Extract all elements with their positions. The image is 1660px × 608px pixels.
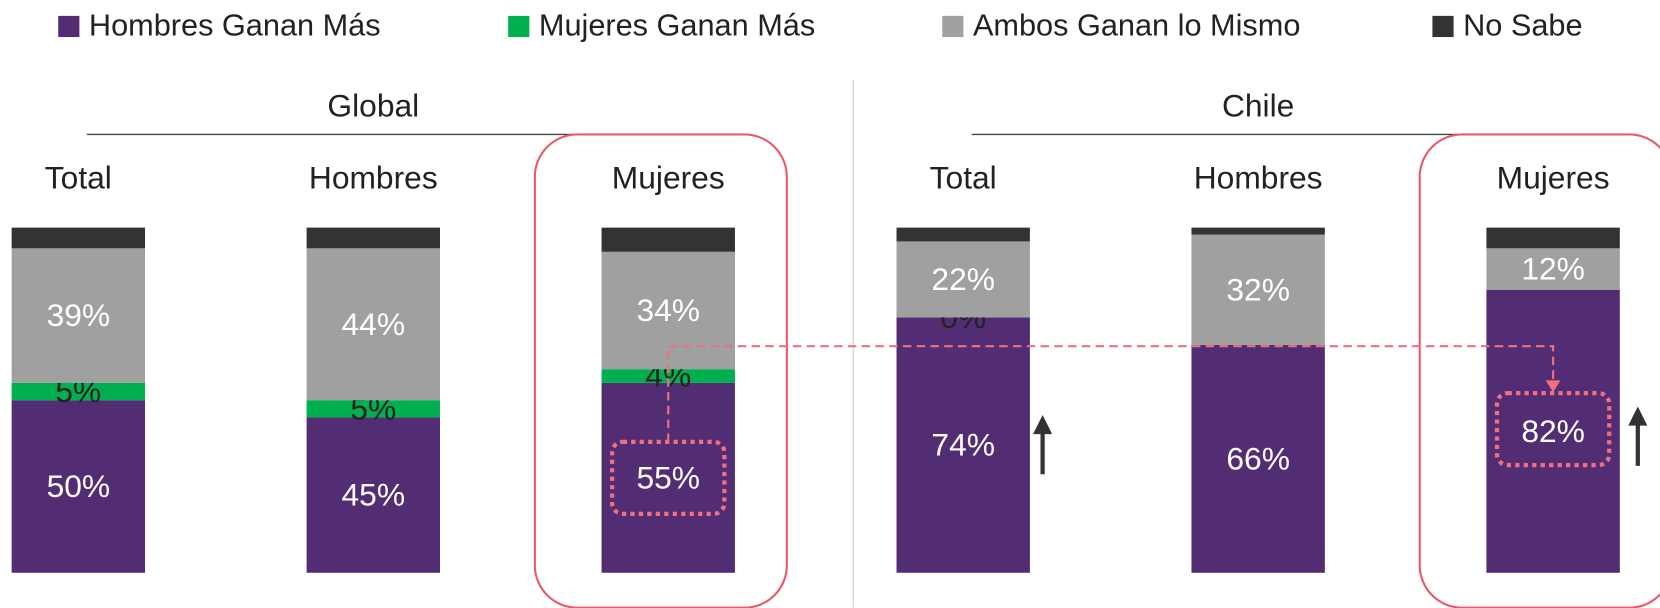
trend-arrowhead [1628, 406, 1648, 426]
bar-segment [11, 248, 146, 383]
bar-segment [896, 227, 1030, 242]
data-label: 32% [1226, 271, 1290, 307]
x-tick-label: Hombres [309, 159, 438, 195]
bar-segment [306, 400, 440, 418]
legend-swatch [58, 15, 80, 38]
group-title: Chile [1222, 87, 1294, 123]
chart-body: Hombres Ganan Más Mujeres Ganan Más Ambos … [11, 8, 1660, 608]
bar-segment [1486, 248, 1620, 290]
bar-segment [11, 382, 146, 401]
bar-segment [11, 400, 146, 573]
bar-segment [896, 241, 1030, 318]
data-label: 34% [636, 292, 700, 328]
bar-segment [601, 369, 735, 383]
data-label: 66% [1226, 440, 1290, 476]
data-label: 39% [47, 297, 111, 333]
bar-segment [1191, 344, 1325, 573]
legend-label: Hombres Ganan Más [89, 8, 381, 43]
bar-segment [896, 317, 1030, 573]
x-tick-label: Mujeres [612, 159, 725, 195]
x-tick-label: Total [930, 159, 997, 195]
bar-segment [1191, 227, 1325, 235]
data-label: 45% [342, 477, 406, 513]
legend-swatch [942, 15, 964, 38]
bar-segment [601, 227, 735, 252]
bar-segment [306, 248, 440, 401]
legend-swatch [1432, 15, 1454, 38]
data-label: 55% [636, 459, 700, 495]
emphasis-box [1494, 391, 1612, 468]
bar-segment [1486, 289, 1620, 573]
bar-segment [601, 382, 735, 573]
trend-arrowhead [1033, 415, 1053, 435]
comparison-line [667, 345, 1555, 442]
group-title: Global [327, 87, 419, 123]
data-label: 74% [931, 427, 995, 463]
bar-segment [306, 227, 440, 249]
data-label: 82% [1521, 413, 1585, 449]
x-tick-label: Total [45, 159, 112, 195]
bar-segment [306, 417, 440, 573]
data-label: 44% [342, 306, 406, 342]
comparison-arrowhead [1545, 380, 1561, 393]
x-tick-label: Mujeres [1497, 159, 1610, 195]
data-label: 50% [47, 468, 111, 504]
bar-segment [601, 251, 735, 370]
legend-label: No Sabe [1463, 8, 1582, 43]
data-label: 22% [931, 261, 995, 297]
x-tick-label: Hombres [1194, 159, 1323, 195]
legend-swatch [508, 15, 530, 38]
legend-label: Mujeres Ganan Más [539, 8, 815, 43]
bar-segment [1191, 234, 1325, 345]
data-label: 12% [1521, 251, 1585, 287]
bar-segment [11, 227, 146, 249]
bar-segment [1486, 227, 1620, 249]
legend-label: Ambos Ganan lo Mismo [973, 8, 1300, 43]
